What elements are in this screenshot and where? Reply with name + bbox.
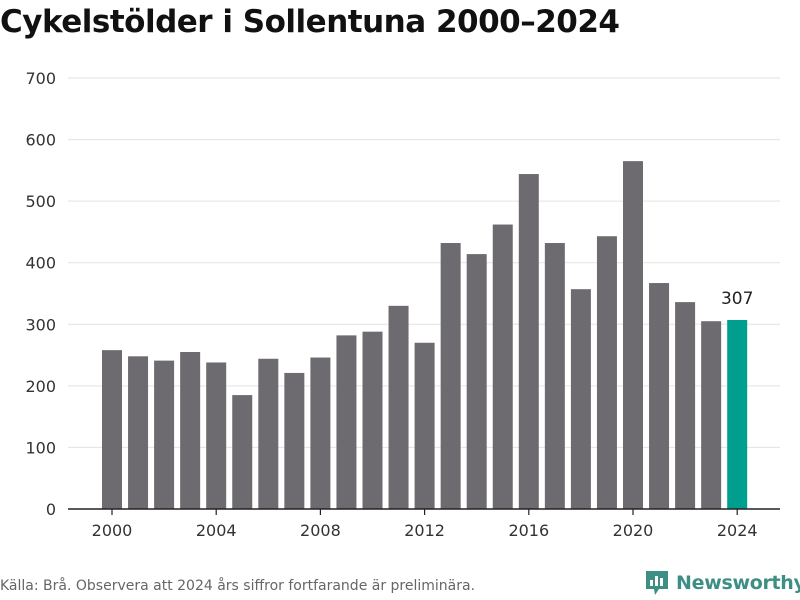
- bar: [388, 305, 409, 509]
- bar-chart: 0 100 200 300 400 500 600 700 2000 2004 2008 2012 20…: [25, 69, 780, 540]
- bar: [284, 372, 305, 509]
- bar: [258, 358, 279, 509]
- bar: [440, 243, 461, 510]
- source-note: Källa: Brå. Observera att 2024 års siffr…: [0, 578, 476, 594]
- bar: [362, 331, 383, 509]
- brand-name: Newsworthy: [676, 572, 800, 594]
- bar: [180, 351, 201, 509]
- bar: [675, 302, 696, 509]
- data-label: 307: [721, 289, 753, 309]
- bar: [701, 321, 722, 509]
- y-tick-label: 500: [25, 192, 56, 211]
- y-tick-label: 600: [25, 131, 56, 150]
- x-tick-label: 2012: [404, 521, 445, 540]
- bar: [570, 289, 591, 509]
- x-tick-label: 2008: [300, 521, 341, 540]
- bar: [492, 224, 513, 510]
- y-tick-label: 100: [25, 438, 56, 457]
- x-tick-label: 2024: [717, 521, 758, 540]
- y-tick-label: 300: [25, 315, 56, 334]
- x-tick-label: 2004: [196, 521, 237, 540]
- bar: [336, 335, 357, 509]
- brand-logo: Newsworthy: [644, 569, 800, 597]
- x-tick-label: 2000: [92, 521, 133, 540]
- bar: [518, 174, 539, 509]
- x-tick-label: 2016: [508, 521, 549, 540]
- bar: [128, 356, 149, 509]
- chart-title: Cykelstölder i Sollentuna 2000–2024: [0, 4, 620, 40]
- bar: [596, 236, 617, 509]
- bar: [623, 161, 643, 509]
- y-tick-label: 700: [25, 69, 56, 88]
- bar: [206, 362, 227, 509]
- y-tick-label: 200: [25, 377, 56, 396]
- bar: [649, 283, 670, 509]
- bar: [544, 243, 565, 510]
- bar: [414, 342, 435, 509]
- bar: [727, 319, 748, 509]
- bar: [232, 395, 253, 509]
- bar: [466, 254, 487, 509]
- bar: [310, 357, 331, 509]
- y-tick-label: 0: [46, 500, 56, 519]
- bar: [102, 350, 122, 509]
- y-tick-label: 400: [25, 254, 56, 273]
- x-tick-label: 2020: [613, 521, 654, 540]
- newsworthy-logo-icon: [646, 571, 668, 595]
- bar: [154, 360, 175, 509]
